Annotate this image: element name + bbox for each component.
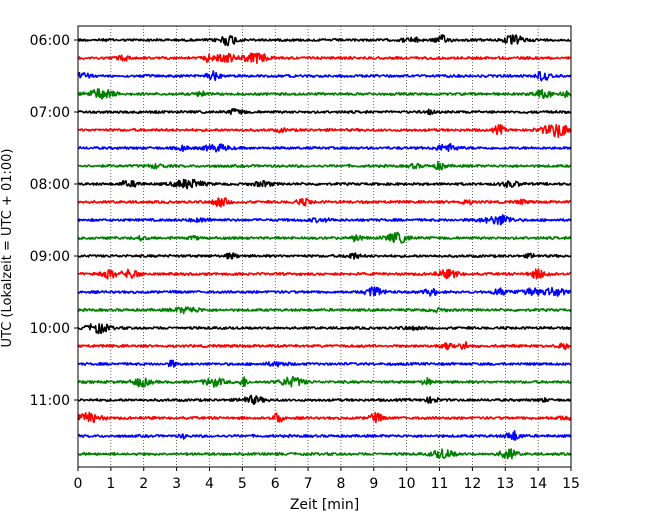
y-tick-label: 11:00: [30, 393, 70, 409]
x-tick-label: 2: [139, 476, 148, 492]
x-tick-label: 14: [529, 476, 547, 492]
trace-1145: [77, 448, 572, 460]
x-axis-ticks: 0 1 2 3 4 5 6 7 8 9 10 11 12 13 14 15: [74, 467, 580, 492]
y-tick-label: 09:00: [30, 249, 70, 265]
seismic-traces: [77, 34, 572, 460]
trace-0945: [77, 306, 572, 315]
x-tick-label: 8: [336, 476, 345, 492]
trace-0630: [77, 70, 572, 82]
trace-1115: [77, 411, 572, 424]
trace-0615: [77, 52, 572, 65]
trace-0930: [77, 286, 572, 297]
trace-1015: [77, 341, 572, 351]
x-tick-label: 12: [463, 476, 481, 492]
y-tick-label: 10:00: [30, 321, 70, 337]
trace-1100: [77, 394, 572, 406]
x-tick-label: 1: [106, 476, 115, 492]
trace-0745: [77, 160, 572, 171]
x-tick-label: 10: [398, 476, 416, 492]
x-tick-label: 6: [271, 476, 280, 492]
y-tick-label: 06:00: [30, 33, 70, 49]
trace-0600: [77, 34, 572, 47]
trace-0815: [77, 197, 572, 208]
trace-0730: [77, 142, 572, 153]
trace-0915: [77, 268, 572, 280]
x-tick-label: 5: [238, 476, 247, 492]
x-tick-label: 13: [496, 476, 514, 492]
x-tick-label: 0: [74, 476, 83, 492]
trace-0830: [77, 214, 572, 226]
x-tick-label: 9: [369, 476, 378, 492]
trace-0715: [77, 123, 572, 138]
trace-0700: [77, 108, 572, 116]
trace-0645: [77, 88, 572, 100]
trace-1030: [77, 359, 572, 368]
trace-1045: [77, 375, 572, 388]
x-tick-label: 4: [205, 476, 214, 492]
trace-1000: [77, 323, 572, 335]
y-axis-title: UTC (Lokalzeit = UTC + 01:00): [0, 149, 15, 348]
plot-frame: [77, 25, 572, 468]
trace-0900: [77, 252, 572, 260]
x-tick-label: 15: [562, 476, 580, 492]
plot-background: [78, 26, 571, 467]
x-tick-label: 3: [172, 476, 181, 492]
x-tick-label: 11: [431, 476, 449, 492]
trace-0800: [77, 178, 572, 190]
x-tick-label: 7: [304, 476, 313, 492]
trace-1130: [77, 430, 572, 441]
y-tick-label: 07:00: [30, 105, 70, 121]
x-axis-title: Zeit [min]: [290, 497, 359, 513]
y-tick-label: 08:00: [30, 177, 70, 193]
trace-0845: [77, 231, 572, 244]
y-axis-ticks: 06:00 07:00 08:00 09:00 10:00 11:00: [30, 33, 78, 409]
